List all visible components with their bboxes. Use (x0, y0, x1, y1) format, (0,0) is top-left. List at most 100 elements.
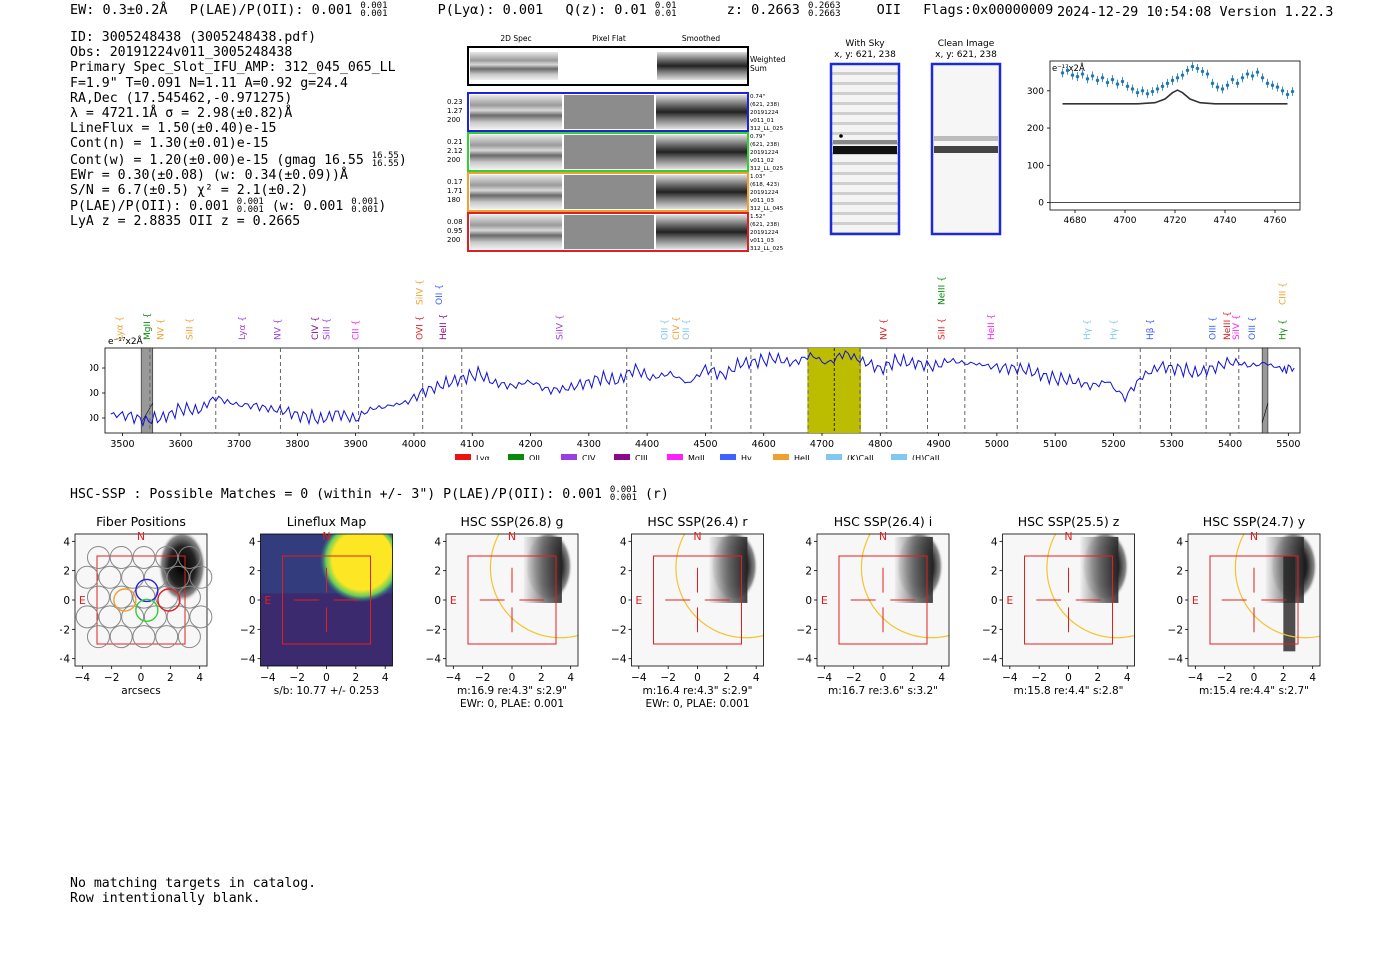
fiber-circle (98, 565, 122, 589)
y-tick-label: 0 (805, 595, 812, 607)
line-id-brace: { (1278, 319, 1288, 328)
spec-2d-image (470, 135, 562, 169)
data-point (1155, 87, 1160, 91)
line-id-label: CIV { (311, 316, 321, 340)
data-point (1170, 78, 1175, 83)
legend-label: Lyα (476, 454, 490, 460)
info-primary: Primary Spec_Slot_IFU_AMP: 312_045_065_L… (70, 60, 396, 76)
thumb-image (631, 534, 764, 666)
pixel-flat-image (564, 95, 654, 129)
data-point (1250, 74, 1255, 78)
x-tick-label: −2 (1031, 672, 1046, 684)
x-tick-label: −4 (260, 672, 276, 684)
x-tick-label: −4 (75, 672, 91, 684)
spec-row-stat: 1.27 (447, 107, 463, 115)
line-id-brace: { (156, 319, 166, 328)
y-tick-label: 0 (63, 595, 70, 607)
x-tick-label: 2 (352, 672, 359, 684)
line-id-name: Hγ (1109, 327, 1119, 340)
line-id-label: Lyα { (238, 316, 248, 340)
y-tick-label: −2 (60, 624, 70, 636)
line-id-brace: { (1278, 282, 1288, 291)
east-label: E (1006, 594, 1013, 607)
line-id-brace: { (185, 318, 195, 327)
north-label: N (693, 530, 701, 543)
spec-row-stat: 200 (447, 116, 460, 124)
line-id-label: NV { (880, 319, 890, 340)
line-id-label: Hγ { (1109, 319, 1119, 340)
fiber-circle (75, 565, 99, 589)
fiber-circle (143, 605, 167, 629)
spec-row-meta: 20191224 (750, 190, 779, 196)
east-label: E (1192, 594, 1199, 607)
data-point (1265, 81, 1270, 86)
fiber-circle (86, 625, 110, 649)
data-point (1065, 68, 1070, 73)
legend-swatch (667, 454, 683, 460)
weighted-label-1: Weighted (750, 55, 786, 64)
line-id-name: Hβ (1146, 327, 1156, 340)
spectrum-line (110, 350, 1295, 428)
spec-row-meta: (621, 238) (750, 222, 779, 228)
y-tick-label: 4 (805, 536, 812, 548)
y-tick-label: 200 (90, 388, 99, 399)
qz-value: Q(z): 0.01 0.01 0.01 (565, 1, 677, 19)
ew-value: EW: 0.3±0.2Å (70, 2, 168, 18)
line-id-brace: { (682, 319, 692, 328)
pixel-flat-image (564, 215, 654, 249)
data-point (1145, 92, 1150, 96)
x-tick-label: 0 (694, 672, 701, 684)
x-tick-label: 0 (1251, 672, 1258, 684)
masked-band (1261, 347, 1269, 434)
line-id-brace: { (416, 316, 426, 325)
data-point (1225, 83, 1230, 87)
legend-label: (H)CaII (912, 454, 939, 460)
legend-swatch (891, 454, 907, 460)
spec-row-stat: 0.17 (447, 178, 463, 186)
x-tick-label: 0 (880, 672, 887, 684)
data-point (1190, 64, 1195, 69)
fiber-circle (143, 565, 167, 589)
line-id-name: Hγ (1278, 327, 1288, 340)
line-id-brace: { (352, 320, 362, 329)
fiber-circle (75, 605, 99, 629)
y-tick-label: −2 (797, 624, 812, 636)
x-tick-label: 0 (138, 672, 145, 684)
y-tick-label: −2 (1168, 624, 1183, 636)
x-tick-label: 4700 (810, 439, 834, 450)
data-point (1215, 85, 1220, 89)
line-id-label: SiIV { (416, 279, 426, 305)
spec-row-stat: 1.71 (447, 187, 463, 195)
x-tick-label: −4 (817, 672, 833, 684)
x-tick-label: 5100 (1043, 439, 1067, 450)
fiber-circle (166, 565, 190, 589)
legend-label: MgII (688, 454, 705, 460)
x-tick-label: −4 (1188, 672, 1204, 684)
fiber-circle (98, 605, 122, 629)
line-id-name: OIII (1208, 325, 1218, 340)
line-id-brace: { (115, 316, 125, 325)
line-id-brace: { (416, 279, 426, 288)
spec-row-meta: 312_LL_025 (750, 166, 784, 172)
line-id-label: CII { (352, 320, 362, 340)
data-point (1280, 89, 1285, 93)
fiber-circle (132, 545, 156, 569)
y-tick-label: 200 (1027, 124, 1044, 134)
y-tick-label: 0 (991, 595, 998, 607)
y-tick-label: 4 (991, 536, 998, 548)
fiber-circle (155, 545, 179, 569)
x-tick-label: 4 (753, 672, 760, 684)
line-id-brace: { (937, 276, 947, 285)
data-point (1140, 89, 1145, 93)
spec-row-frame (467, 92, 749, 132)
y-tick-label: −2 (982, 624, 997, 636)
data-point (1175, 76, 1180, 80)
line-id-label: OII { (682, 319, 692, 340)
info-contw: Cont(w) = 1.20(±0.00)e-15 (gmag 16.55 16… (70, 150, 407, 169)
line-id-brace: { (1146, 319, 1156, 328)
y-tick-label: 300 (1027, 87, 1044, 97)
fiber-circle-selected (113, 588, 137, 612)
info-lineflux: LineFlux = 1.50(±0.40)e-15 (70, 121, 277, 137)
data-point (1255, 70, 1260, 74)
